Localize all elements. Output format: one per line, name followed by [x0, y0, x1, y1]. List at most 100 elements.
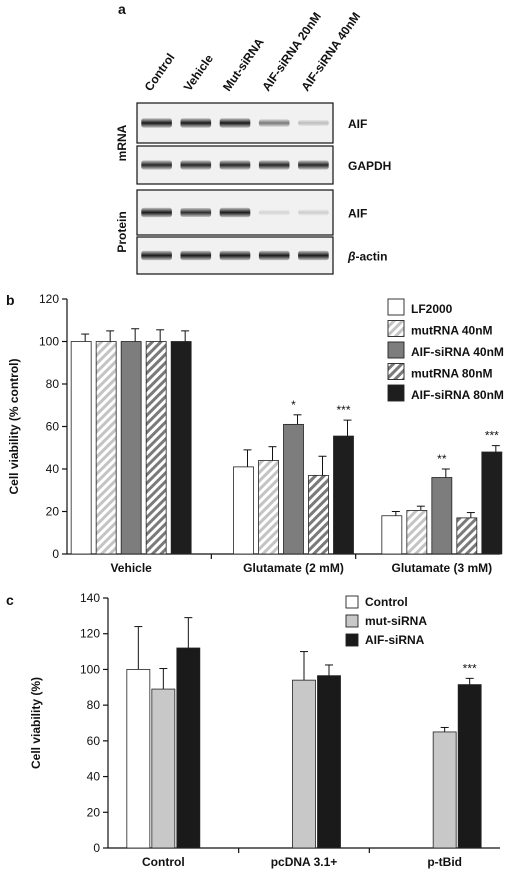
bar [481, 451, 503, 555]
x-tick-label: Glutamate (3 mM) [391, 561, 492, 575]
bar [292, 679, 316, 849]
bar [233, 466, 254, 555]
blot-band [258, 250, 290, 261]
legend-label: Control [365, 595, 408, 609]
legend-label: mutRNA 40nM [411, 324, 493, 338]
blot-band [258, 160, 290, 170]
panel-a-label: a [118, 1, 126, 17]
y-tick-label: 120 [39, 292, 59, 306]
significance-mark: ** [437, 452, 447, 466]
y-tick-label: 100 [39, 335, 59, 349]
bar [126, 669, 151, 849]
blot-label: β-actin [347, 250, 387, 264]
y-axis-title: Cell viability (%) [29, 677, 43, 769]
panel-c-label: c [6, 592, 14, 608]
legend-swatch [345, 633, 359, 647]
legend-label: LF2000 [411, 302, 453, 316]
blot-band [219, 160, 251, 170]
bar [151, 688, 176, 849]
blot-band [258, 209, 290, 216]
legend-swatch [387, 341, 405, 359]
blot-rows: AIF GAPDH AIF β-actin [136, 102, 391, 275]
y-tick-label: 80 [87, 698, 101, 712]
bar [170, 341, 192, 555]
group-label: Protein [115, 211, 129, 252]
blot-band [141, 160, 172, 170]
blot-row: AIF [136, 189, 367, 236]
legend-label: AIF-siRNA [365, 633, 425, 647]
panel-c-chart: c 0 20 40 60 80 100 120 140 Cell viability (%) Co… [6, 591, 500, 869]
blot-band [180, 118, 212, 128]
bar [283, 423, 304, 555]
panel-b-chart: b 0 20 40 60 80 100 120 Cell viability (% contr… [6, 292, 504, 575]
y-tick-label: 40 [46, 462, 60, 476]
blot-label-text: -actin [355, 250, 387, 264]
significance-mark: * [291, 398, 296, 412]
bar [120, 341, 142, 555]
blot-band [298, 250, 329, 261]
bar [432, 731, 457, 849]
bar [457, 684, 482, 849]
significance-mark: *** [485, 429, 499, 443]
blot-label: GAPDH [348, 159, 391, 173]
blot-row: β-actin [136, 236, 387, 275]
bar [95, 341, 117, 555]
bar [333, 435, 354, 555]
legend-swatch [345, 595, 359, 609]
y-tick-label: 20 [46, 505, 60, 519]
y-tick-label: 0 [52, 547, 59, 561]
legend-swatch [345, 614, 359, 628]
legend-label: mutRNA 80nM [411, 367, 493, 381]
bar [308, 474, 329, 555]
blot-band [298, 160, 329, 170]
bar [258, 460, 279, 555]
bar [176, 647, 201, 849]
blot-label-prefix: β [347, 250, 356, 264]
bar [406, 510, 428, 555]
legend-swatch [387, 363, 405, 380]
significance-mark: *** [336, 403, 350, 417]
y-tick-label: 60 [87, 734, 101, 748]
x-tick-label: Control [142, 855, 185, 869]
blot-band [258, 119, 290, 127]
blot-label: AIF [348, 117, 367, 131]
y-tick-label: 20 [87, 805, 101, 819]
bar [431, 477, 453, 555]
blot-band [298, 119, 329, 127]
blot-band [219, 118, 251, 128]
y-tick-label: 40 [87, 770, 101, 784]
x-tick-label: p-tBid [427, 855, 462, 869]
bar [145, 341, 167, 555]
bar [456, 517, 478, 555]
y-tick-label: 80 [46, 377, 60, 391]
legend-swatch [387, 384, 405, 402]
blot-row: GAPDH [136, 145, 391, 185]
y-tick-label: 60 [46, 420, 60, 434]
blot-band [141, 118, 172, 128]
blot-group-labels: mRNA Protein [115, 124, 129, 252]
blot-row: AIF [136, 102, 367, 144]
blot-band [180, 207, 212, 218]
blot-band [219, 250, 251, 261]
y-axis-title: Cell viability (% control) [7, 358, 21, 494]
panel-b-label: b [6, 292, 15, 308]
y-tick-label: 140 [80, 591, 100, 605]
group-label: mRNA [115, 124, 129, 161]
blot-label: AIF [348, 207, 367, 221]
blot-band [298, 209, 329, 216]
x-tick-label: Vehicle [110, 561, 152, 575]
legend-label: AIF-siRNA 40nM [411, 345, 504, 359]
y-tick-label: 0 [93, 841, 100, 855]
blot-band [180, 160, 212, 170]
bar [70, 341, 92, 555]
bar [381, 515, 403, 555]
blot-band [141, 207, 172, 218]
lane-label: Vehicle [181, 52, 216, 94]
x-tick-label: Glutamate (2 mM) [243, 561, 344, 575]
lane-label: Control [142, 51, 178, 94]
x-tick-label: pcDNA 3.1+ [271, 855, 338, 869]
y-tick-label: 120 [80, 627, 100, 641]
